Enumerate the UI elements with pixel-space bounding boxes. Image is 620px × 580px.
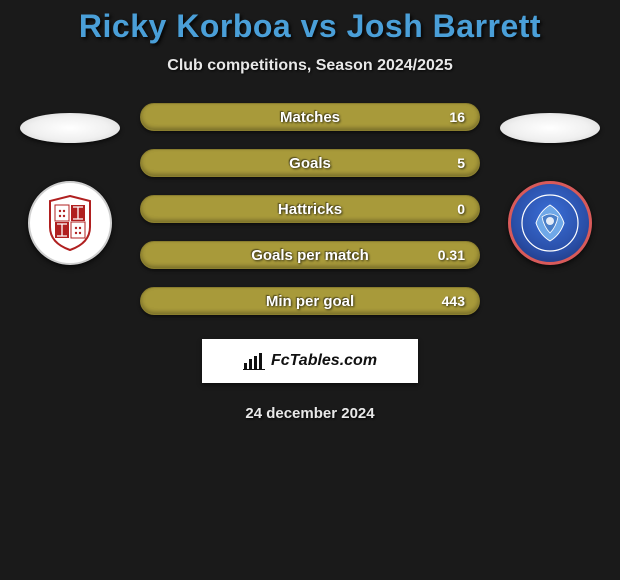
page-title: Ricky Korboa vs Josh Barrett [0, 8, 620, 45]
stat-value-right: 5 [457, 155, 465, 171]
attribution-text: FcTables.com [271, 352, 377, 370]
stat-label: Min per goal [266, 293, 354, 310]
date-text: 24 december 2024 [0, 405, 620, 422]
stat-label: Hattricks [278, 201, 342, 218]
stat-value-right: 0.31 [438, 247, 465, 263]
right-player-photo-placeholder [500, 113, 600, 143]
woking-crest-icon [47, 195, 93, 251]
stats-bars: Matches 16 Goals 5 Hattricks 0 Goals per… [140, 103, 480, 315]
stat-label: Matches [280, 109, 340, 126]
attribution-box[interactable]: FcTables.com [202, 339, 418, 383]
left-player-column [20, 103, 120, 265]
right-player-column [500, 103, 600, 265]
aldershot-crest-icon [520, 193, 580, 253]
stat-bar: Hattricks 0 [140, 195, 480, 223]
stat-bar: Matches 16 [140, 103, 480, 131]
stat-value-right: 0 [457, 201, 465, 217]
stat-bar: Min per goal 443 [140, 287, 480, 315]
left-club-badge [28, 181, 112, 265]
left-player-photo-placeholder [20, 113, 120, 143]
stat-bar: Goals per match 0.31 [140, 241, 480, 269]
stat-value-right: 443 [442, 293, 465, 309]
season-subtitle: Club competitions, Season 2024/2025 [0, 57, 620, 75]
comparison-card: Ricky Korboa vs Josh Barrett Club compet… [0, 0, 620, 422]
stat-label: Goals [289, 155, 331, 172]
stat-value-right: 16 [449, 109, 465, 125]
stat-bar: Goals 5 [140, 149, 480, 177]
stat-label: Goals per match [251, 247, 369, 264]
bar-chart-icon [243, 352, 265, 370]
main-row: Matches 16 Goals 5 Hattricks 0 Goals per… [0, 103, 620, 315]
right-club-badge [508, 181, 592, 265]
